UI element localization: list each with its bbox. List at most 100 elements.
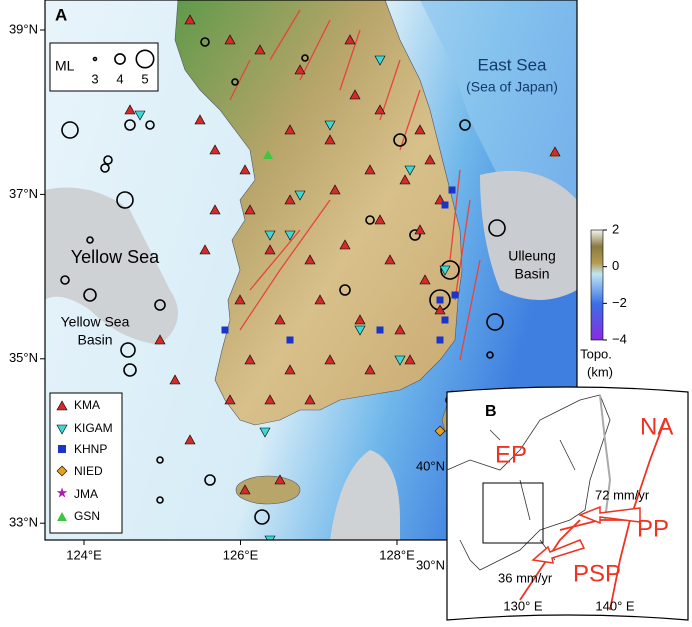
earthquake: [61, 121, 79, 139]
earthquake: [231, 78, 239, 86]
kma-station: [399, 174, 411, 185]
kma-station: [264, 394, 276, 405]
khnp-station: [441, 201, 449, 209]
faults: [229, 9, 481, 361]
kma-station: [184, 14, 196, 25]
khnp-station: [286, 336, 294, 344]
earthquake: [339, 284, 351, 296]
kma-station: [364, 164, 376, 175]
region-label: East Sea: [478, 55, 548, 74]
region-label: Yellow Sea: [71, 247, 160, 267]
lat-label: 30°N: [416, 557, 445, 572]
colorbar-title: Topo.: [580, 346, 612, 361]
earthquake: [200, 37, 210, 47]
legend-label: KHNP: [74, 442, 107, 456]
legend-label: GSN: [74, 509, 100, 523]
colorbar-tick-label: 0: [612, 258, 619, 273]
kma-station: [419, 274, 431, 285]
basin-shape: [330, 450, 400, 540]
khnp-station: [441, 316, 449, 324]
kma-station: [344, 34, 356, 45]
kma-station: [414, 224, 426, 235]
legend-label: KMA: [74, 398, 100, 412]
earthquake: [100, 163, 110, 173]
kma-station: [194, 114, 206, 125]
khnp-station: [436, 336, 444, 344]
earthquakes: [60, 37, 506, 525]
kigam-station: [294, 190, 306, 201]
deep-sea: [420, 0, 577, 230]
legend-symbol: [56, 424, 68, 435]
motion-arrow: [577, 505, 641, 525]
lon-tick-label: 126°E: [223, 547, 259, 562]
legend-label: KIGAM: [74, 421, 113, 435]
legend-box: [49, 392, 123, 534]
kma-station: [434, 304, 446, 315]
kma-station: [549, 146, 561, 157]
kma-station: [339, 239, 351, 250]
kma-station: [404, 354, 416, 365]
legend-label: JMA: [74, 487, 98, 501]
earthquake: [301, 54, 309, 62]
earthquake: [156, 496, 164, 504]
kma-station: [384, 254, 396, 265]
panel-label: A: [55, 5, 67, 24]
kma-station: [264, 244, 276, 255]
earthquake: [86, 236, 94, 244]
lat-tick-label: 33°N: [9, 515, 38, 530]
panel-label: B: [485, 403, 497, 420]
colorbar: Topo. (km) 2 0 −2 −4: [580, 221, 627, 379]
lat-label: 40°N: [416, 458, 445, 473]
kma-station: [374, 214, 386, 225]
kma-station: [199, 244, 211, 255]
region-label: Ulleung: [508, 248, 555, 264]
study-area-box: [482, 482, 544, 544]
legend-circle: [135, 49, 155, 69]
earthquake: [156, 456, 164, 464]
coastlines: [446, 394, 611, 571]
kma-station: [424, 154, 436, 165]
kma-station: [254, 44, 266, 55]
kma-station: [209, 204, 221, 215]
legend-symbol: [57, 512, 67, 521]
kma-station: [324, 354, 336, 365]
kigam-station: [284, 230, 296, 241]
kma-station: [154, 334, 166, 345]
ulleung-basin-shape: [480, 170, 577, 300]
kma-station: [224, 34, 236, 45]
rate-label: 72 mm/yr: [595, 487, 650, 502]
kigam-station: [394, 355, 406, 366]
kigam-station: [264, 230, 276, 241]
earthquake: [254, 509, 270, 525]
kma-station: [224, 394, 236, 405]
nied-station: [434, 425, 446, 437]
kma-station: [284, 194, 296, 205]
legend-circle: [92, 56, 98, 62]
earthquake: [120, 342, 136, 358]
gsn-station: [263, 150, 273, 159]
colorbar-tick-label: −4: [612, 331, 627, 346]
plate-label: PSP: [573, 560, 621, 587]
plate-label: NA: [640, 413, 673, 440]
kigam-station: [134, 110, 146, 121]
kigam-station: [374, 55, 386, 66]
plate-label: EP: [495, 441, 527, 468]
earthquake: [154, 299, 166, 311]
kma-station: [284, 124, 296, 135]
kma-station: [374, 104, 386, 115]
colorbar-tick-label: 2: [612, 221, 619, 236]
colorbar-ramp: [590, 229, 604, 341]
earthquake: [204, 474, 216, 486]
kma-station: [349, 89, 361, 100]
motion-arrow: [531, 539, 586, 564]
kigam-station: [264, 535, 276, 540]
kigam-station: [259, 427, 271, 438]
earthquake: [60, 275, 70, 285]
earthquake: [459, 119, 471, 131]
magnitude-legend: ML 3 4 5: [49, 42, 159, 92]
kma-station: [304, 394, 316, 405]
kma-station: [239, 484, 251, 495]
kma-station: [354, 314, 366, 325]
region-label: (Sea of Japan): [466, 79, 558, 95]
lat-tick-label: 39°N: [9, 21, 38, 36]
